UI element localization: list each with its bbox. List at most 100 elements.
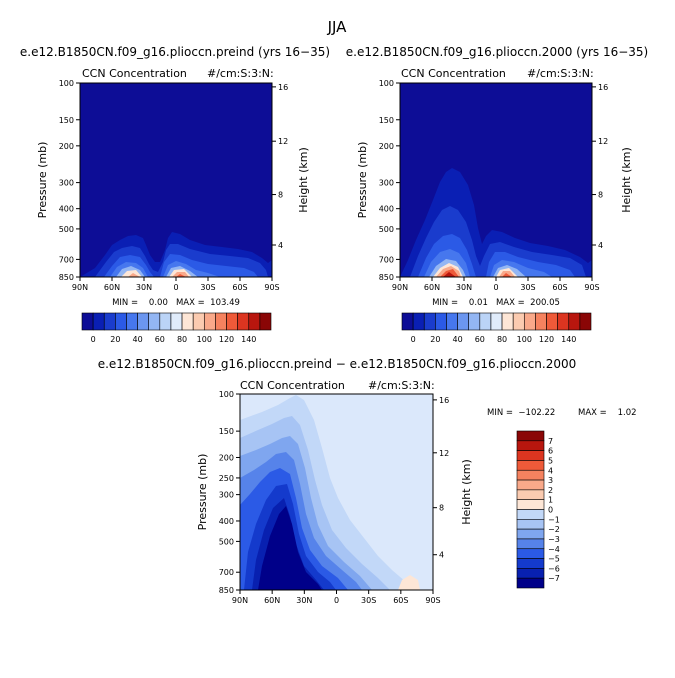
colorbar-label: 120 — [539, 335, 554, 344]
panel3-stats-max: MAX = 1.02 — [578, 408, 637, 418]
colorbar-box — [81, 312, 94, 331]
colorbar-box — [203, 312, 216, 331]
p-tick-label: 400 — [219, 517, 234, 526]
p-tick-label: 850 — [59, 273, 74, 282]
colorbar-label: −2 — [548, 525, 560, 534]
p-tick-label: 700 — [379, 255, 394, 264]
x-tick-label: 90N — [392, 283, 408, 292]
panel3-ylabel: Pressure (mb) — [196, 454, 209, 531]
colorbar-label: 140 — [241, 335, 256, 344]
colorbar-box — [516, 528, 545, 540]
p-tick-label: 250 — [219, 474, 234, 483]
colorbar-box — [516, 469, 545, 481]
colorbar-label: −6 — [548, 564, 560, 573]
colorbar-box — [516, 499, 545, 510]
panel3-units: #/cm:S:3:N: — [368, 379, 435, 392]
p-tick-label: 400 — [379, 205, 394, 214]
colorbar-box — [516, 460, 545, 471]
p-tick-label: 150 — [379, 116, 394, 125]
colorbar-box — [546, 312, 558, 331]
figure-title: JJA — [327, 18, 348, 36]
panel1-units: #/cm:S:3:N: — [207, 67, 274, 80]
p-tick-label: 200 — [219, 453, 234, 462]
h-tick-label: 4 — [278, 241, 283, 250]
panel1-ylabel: Pressure (mb) — [36, 142, 49, 219]
colorbar-label: −3 — [548, 535, 560, 544]
colorbar-box — [516, 479, 545, 491]
p-tick-label: 100 — [379, 79, 394, 88]
colorbar-label: 100 — [517, 335, 532, 344]
p-tick-label: 200 — [379, 142, 394, 151]
colorbar-label: 4 — [548, 466, 553, 475]
x-tick-label: 90N — [232, 596, 248, 605]
p-tick-label: 300 — [379, 179, 394, 188]
h-tick-label: 16 — [598, 83, 608, 92]
colorbar-label: 3 — [548, 476, 553, 485]
panel2-subtitle: e.e12.B1850CN.f09_g16.plioccn.2000 (yrs … — [346, 45, 648, 59]
colorbar-box — [516, 430, 545, 442]
colorbar-label: −5 — [548, 555, 560, 564]
x-tick-label: 60S — [552, 283, 567, 292]
x-tick-label: 30S — [520, 283, 535, 292]
colorbar-box — [226, 312, 238, 331]
panel2-units: #/cm:S:3:N: — [527, 67, 594, 80]
panel1-x-ticks: 90N 60N 30N 0 30S 60S 90S — [72, 277, 280, 292]
colorbar-label: 0 — [411, 335, 416, 344]
panel2-contour-9 — [443, 272, 456, 277]
colorbar-label: 0 — [91, 335, 96, 344]
x-tick-label: 30N — [136, 283, 152, 292]
colorbar-label: 6 — [548, 447, 553, 456]
colorbar-box — [516, 568, 545, 579]
p-tick-label: 850 — [219, 586, 234, 595]
colorbar-box — [523, 312, 536, 331]
p-tick-label: 150 — [59, 116, 74, 125]
panel2-h-ticks: 16 12 8 4 — [592, 83, 608, 250]
h-tick-label: 8 — [278, 191, 283, 200]
p-tick-label: 850 — [379, 273, 394, 282]
colorbar-label: 120 — [219, 335, 234, 344]
colorbar-label: 7 — [548, 437, 553, 446]
colorbar-box — [579, 312, 592, 331]
colorbar-box — [457, 312, 470, 331]
panel1-colorbar: 0 20 40 60 80 100 120 140 — [81, 312, 272, 344]
x-tick-label: 60N — [264, 596, 280, 605]
x-tick-label: 30S — [361, 596, 376, 605]
p-tick-label: 300 — [59, 179, 74, 188]
x-tick-label: 90S — [584, 283, 599, 292]
colorbar-box — [148, 312, 161, 331]
colorbar-label: 80 — [177, 335, 187, 344]
h-tick-label: 4 — [439, 551, 444, 560]
panel3-x-ticks: 90N 60N 30N 0 30S 60S 90S — [232, 590, 441, 605]
h-tick-label: 16 — [278, 83, 288, 92]
colorbar-box — [535, 312, 547, 331]
panel2-field — [400, 83, 592, 277]
colorbar-box — [516, 577, 545, 589]
colorbar-box — [412, 312, 425, 331]
p-tick-label: 500 — [59, 225, 74, 234]
p-tick-label: 700 — [59, 255, 74, 264]
colorbar-box — [468, 312, 481, 331]
panel-preind: e.e12.B1850CN.f09_g16.plioccn.preind (yr… — [20, 45, 330, 344]
x-tick-label: 90S — [264, 283, 279, 292]
x-tick-label: 90N — [72, 283, 88, 292]
colorbar-label: 0 — [548, 506, 553, 515]
colorbar-box — [516, 440, 545, 451]
colorbar-box — [446, 312, 458, 331]
x-tick-label: 90S — [425, 596, 440, 605]
colorbar-box — [170, 312, 183, 331]
panel2-colorbar: 0 20 40 60 80 100 120 140 — [401, 312, 592, 344]
p-tick-label: 100 — [59, 79, 74, 88]
panel1-h-ticks: 16 12 8 4 — [272, 83, 288, 250]
panel2-stats: MIN = 0.01 MAX = 200.05 — [432, 298, 560, 308]
colorbar-box — [516, 509, 545, 520]
panel1-variable: CCN Concentration — [82, 67, 187, 80]
p-tick-label: 400 — [59, 205, 74, 214]
panel1-p-ticks: 100 150 200 300 400 500 700 850 — [59, 79, 80, 282]
colorbar-box — [192, 312, 205, 331]
diff-title: e.e12.B1850CN.f09_g16.plioccn.preind − e… — [98, 357, 577, 371]
colorbar-label: 5 — [548, 456, 553, 465]
p-tick-label: 150 — [219, 427, 234, 436]
panel2-ylabel: Pressure (mb) — [356, 142, 369, 219]
